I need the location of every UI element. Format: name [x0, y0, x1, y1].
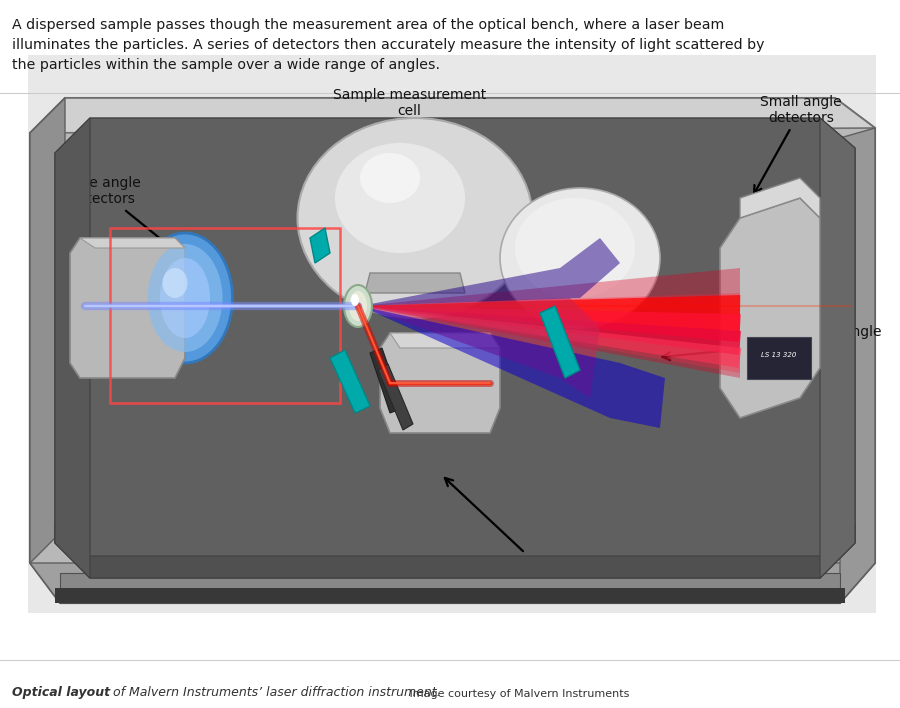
Ellipse shape	[360, 153, 420, 203]
Text: Image courtesy of Malvern Instruments: Image courtesy of Malvern Instruments	[406, 689, 629, 699]
Text: Sample measurement
cell: Sample measurement cell	[333, 88, 486, 207]
FancyBboxPatch shape	[28, 55, 876, 613]
Polygon shape	[820, 118, 855, 578]
Polygon shape	[30, 98, 875, 133]
Polygon shape	[55, 118, 855, 578]
Ellipse shape	[515, 198, 635, 298]
Polygon shape	[720, 198, 820, 418]
Polygon shape	[840, 128, 875, 603]
Ellipse shape	[349, 291, 367, 321]
Polygon shape	[310, 228, 330, 263]
Text: LS 13 320: LS 13 320	[761, 352, 796, 358]
Polygon shape	[30, 98, 65, 563]
Polygon shape	[360, 293, 740, 373]
Polygon shape	[55, 118, 90, 578]
Text: Optical layout: Optical layout	[12, 686, 110, 699]
Ellipse shape	[163, 268, 187, 298]
Polygon shape	[80, 238, 185, 248]
Polygon shape	[70, 238, 185, 378]
Polygon shape	[360, 268, 740, 378]
Polygon shape	[378, 364, 413, 430]
Polygon shape	[360, 306, 742, 355]
Polygon shape	[360, 238, 620, 306]
Ellipse shape	[351, 294, 359, 306]
Polygon shape	[390, 333, 500, 348]
Text: Medium angle
detectors: Medium angle detectors	[662, 325, 881, 360]
Polygon shape	[360, 306, 665, 428]
Text: Red laser: Red laser	[445, 478, 568, 570]
FancyBboxPatch shape	[747, 337, 811, 379]
Ellipse shape	[335, 143, 465, 253]
Polygon shape	[365, 273, 465, 293]
Ellipse shape	[315, 231, 545, 285]
Polygon shape	[360, 295, 741, 331]
Text: of Malvern Instruments’ laser diffraction instrument.: of Malvern Instruments’ laser diffractio…	[109, 686, 440, 699]
Text: Small angle
detectors: Small angle detectors	[754, 95, 842, 194]
Polygon shape	[370, 348, 403, 413]
Polygon shape	[380, 333, 500, 433]
Polygon shape	[55, 523, 855, 578]
Ellipse shape	[138, 233, 232, 363]
Ellipse shape	[344, 285, 372, 327]
Polygon shape	[540, 306, 580, 378]
Polygon shape	[55, 588, 845, 603]
Polygon shape	[60, 573, 840, 603]
Ellipse shape	[160, 258, 210, 338]
Text: Wide angle
detectors: Wide angle detectors	[63, 176, 184, 258]
Polygon shape	[30, 98, 875, 603]
Polygon shape	[330, 350, 370, 413]
Polygon shape	[740, 178, 820, 218]
Polygon shape	[360, 306, 741, 342]
Polygon shape	[360, 298, 600, 398]
Ellipse shape	[148, 244, 222, 352]
Ellipse shape	[500, 188, 660, 328]
Polygon shape	[30, 563, 875, 603]
Ellipse shape	[298, 118, 533, 318]
Text: A dispersed sample passes though the measurement area of the optical bench, wher: A dispersed sample passes though the mea…	[12, 18, 764, 72]
Polygon shape	[360, 306, 742, 368]
